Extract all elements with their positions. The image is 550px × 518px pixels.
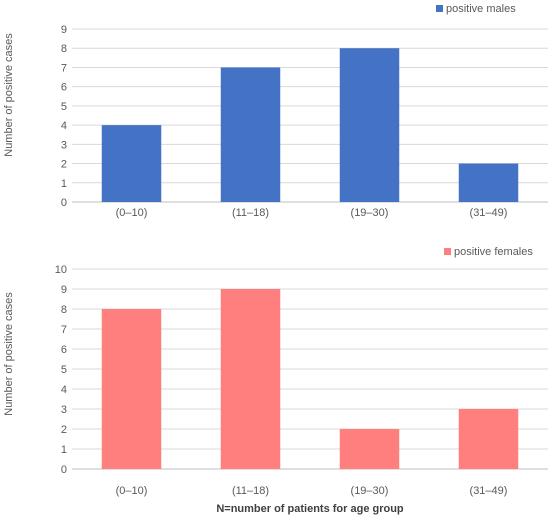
y-tick-label: 5 — [61, 364, 67, 376]
y-tick-label: 7 — [61, 324, 67, 336]
bar-1 — [101, 309, 162, 469]
bar-1 — [101, 125, 162, 202]
x-tick-label: (0–10) — [116, 207, 148, 219]
y-tick-label: 8 — [61, 304, 67, 316]
bar-3 — [339, 48, 400, 202]
legend-label: positive females — [454, 246, 533, 258]
y-axis-title: Number of positive cases — [3, 33, 15, 157]
x-tick-label: (0–10) — [116, 485, 148, 497]
x-tick-label: (19–30) — [351, 207, 389, 219]
y-tick-label: 2 — [61, 424, 67, 436]
y-tick-label: 6 — [61, 344, 67, 356]
bar-4 — [458, 409, 519, 469]
x-tick-label: (11–18) — [232, 485, 269, 497]
y-tick-label: 3 — [61, 404, 67, 416]
bar-4 — [458, 163, 519, 202]
y-tick-label: 10 — [55, 264, 67, 276]
y-tick-label: 8 — [61, 43, 67, 55]
y-tick-label: 9 — [61, 284, 67, 296]
y-tick-label: 3 — [61, 139, 67, 151]
y-tick-label: 1 — [61, 178, 67, 190]
chart-1: 0 1 2 3 4 5 6 7 8 9 Number of positive cases (0–10)… — [3, 3, 548, 219]
y-tick-label: 1 — [61, 444, 67, 456]
chart-2: 0 1 2 3 4 5 6 7 8 9 10 Number of positive cases (0–1… — [3, 246, 548, 515]
x-axis-title: N=number of patients for age group — [216, 503, 404, 515]
bar-2 — [220, 67, 281, 202]
y-tick-label: 7 — [61, 62, 67, 74]
x-tick-label: (19–30) — [351, 485, 389, 497]
legend-swatch — [436, 5, 443, 12]
legend: positive males — [436, 3, 516, 15]
legend: positive females — [444, 246, 533, 258]
y-tick-label: 9 — [61, 24, 67, 36]
legend-label: positive males — [446, 3, 516, 15]
y-axis-title: Number of positive cases — [3, 292, 15, 416]
bar-2 — [220, 289, 281, 469]
x-tick-label: (11–18) — [232, 207, 269, 219]
y-tick-label: 6 — [61, 82, 67, 94]
x-tick-label: (31–49) — [470, 207, 508, 219]
x-tick-label: (31–49) — [470, 485, 508, 497]
y-tick-label: 4 — [61, 384, 67, 396]
bar-3 — [339, 429, 400, 469]
y-tick-label: 0 — [61, 197, 67, 209]
y-tick-label: 4 — [61, 120, 67, 132]
y-tick-label: 5 — [61, 101, 67, 113]
y-tick-label: 0 — [61, 464, 67, 476]
y-tick-label: 2 — [61, 159, 67, 171]
legend-swatch — [444, 248, 451, 255]
